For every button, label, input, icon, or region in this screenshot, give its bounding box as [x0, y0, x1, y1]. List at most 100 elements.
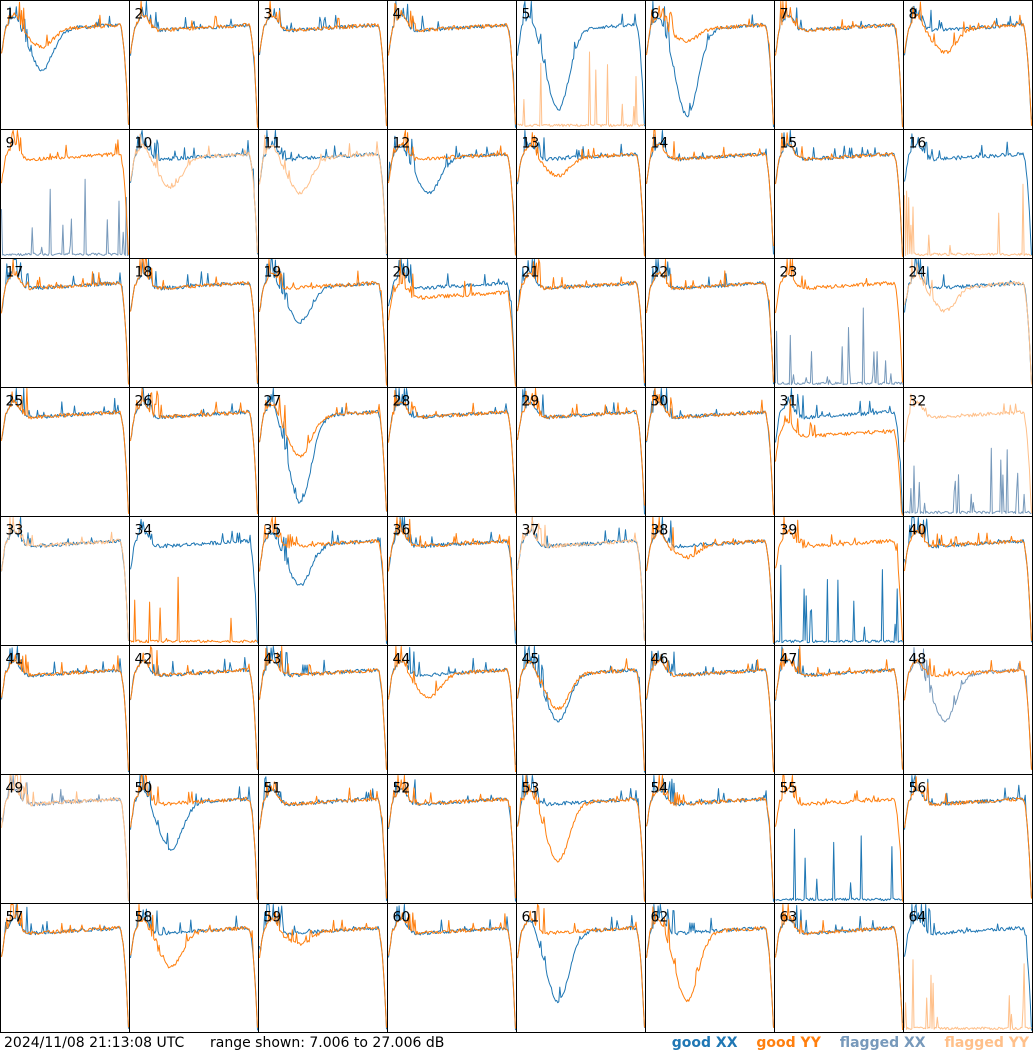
panel-label: 39 — [780, 523, 798, 539]
panel-label: 3 — [264, 7, 273, 23]
panel-label: 10 — [135, 136, 153, 152]
spectrum-yy-6 — [646, 5, 774, 125]
panel-frame — [258, 129, 388, 259]
panel-label: 19 — [264, 265, 282, 281]
panel-frame — [774, 258, 904, 388]
spectrum-yy-28 — [388, 390, 516, 514]
spectrum-xx-62 — [646, 904, 774, 1028]
legend-flagged-xx: flagged XX — [839, 1035, 926, 1051]
panel-38: 38 — [645, 516, 775, 646]
panel-41: 41 — [0, 645, 130, 775]
spectrum-yy-33 — [1, 517, 129, 641]
panel-23: 23 — [774, 258, 904, 388]
panel-35: 35 — [258, 516, 388, 646]
spectrum-yy-17 — [1, 259, 129, 385]
spectrum-yy-45 — [517, 658, 645, 772]
spectrum-yy-1 — [1, 1, 129, 125]
panel-label: 47 — [780, 652, 798, 668]
panel-label: 27 — [264, 394, 282, 410]
spectrum-yy-23 — [775, 259, 903, 383]
panel-label: 18 — [135, 265, 153, 281]
panel-label: 16 — [909, 136, 927, 152]
panel-32: 32 — [903, 387, 1033, 517]
panel-1: 1 — [0, 0, 130, 130]
panel-label: 63 — [780, 910, 798, 926]
panel-63: 63 — [774, 903, 904, 1033]
spectrum-yy-52 — [388, 775, 516, 899]
panel-label: 1 — [6, 7, 15, 23]
spectrum-yy-9 — [1, 130, 129, 255]
spectrum-yy-46 — [646, 653, 774, 773]
panel-label: 29 — [522, 394, 540, 410]
spectrum-yy-7 — [775, 1, 903, 128]
panel-46: 46 — [645, 645, 775, 775]
spectrum-yy-50 — [130, 775, 258, 900]
spectrum-yy-62 — [646, 906, 774, 1028]
spectrum-yy-13 — [517, 132, 645, 257]
spectrum-xx-63 — [775, 905, 903, 1023]
panel-31: 31 — [774, 387, 904, 517]
spectrum-yy-12 — [388, 130, 516, 256]
spectrum-yy-21 — [517, 259, 645, 384]
spectrum-xx-10 — [130, 130, 258, 255]
spectrum-yy-26 — [130, 388, 258, 515]
panel-frame — [774, 387, 904, 517]
spectrum-xx-5 — [517, 1, 645, 127]
panel-51: 51 — [258, 774, 388, 904]
panel-18: 18 — [129, 258, 259, 388]
panel-label: 31 — [780, 394, 798, 410]
spectrum-yy-41 — [1, 654, 129, 771]
panel-44: 44 — [387, 645, 517, 775]
panel-5: 5 — [516, 0, 646, 130]
panel-frame — [0, 516, 130, 646]
spectrum-yy-44 — [388, 646, 516, 773]
spectrum-xx-37 — [517, 517, 645, 641]
panel-25: 25 — [0, 387, 130, 517]
panel-label: 8 — [909, 7, 918, 23]
panel-58: 58 — [129, 903, 259, 1033]
panel-13: 13 — [516, 129, 646, 259]
spectrum-xx-45 — [517, 646, 645, 773]
panel-15: 15 — [774, 129, 904, 259]
spectrum-yy-63 — [775, 904, 903, 1031]
spectrum-yy-27 — [259, 397, 387, 512]
panel-frame — [645, 387, 775, 517]
legend-flagged-yy: flagged YY — [944, 1035, 1029, 1051]
panel-43: 43 — [258, 645, 388, 775]
panel-label: 28 — [393, 394, 411, 410]
panel-label: 17 — [6, 265, 24, 281]
panel-10: 10 — [129, 129, 259, 259]
spectrum-yy-61 — [517, 904, 645, 1028]
spectrum-xx-20 — [388, 259, 516, 385]
panel-34: 34 — [129, 516, 259, 646]
panel-49: 49 — [0, 774, 130, 904]
panel-label: 2 — [135, 7, 144, 23]
panel-label: 38 — [651, 523, 669, 539]
panel-57: 57 — [0, 903, 130, 1033]
panel-frame — [516, 903, 646, 1033]
spectrum-yy-24 — [904, 259, 1032, 385]
panel-3: 3 — [258, 0, 388, 130]
panel-16: 16 — [903, 129, 1033, 259]
panel-33: 33 — [0, 516, 130, 646]
panel-17: 17 — [0, 258, 130, 388]
panel-60: 60 — [387, 903, 517, 1033]
spectrum-yy-8 — [904, 1, 1032, 126]
spectrum-yy-25 — [1, 388, 129, 514]
panel-50: 50 — [129, 774, 259, 904]
spectrum-xx-44 — [388, 647, 516, 765]
panel-42: 42 — [129, 645, 259, 775]
panel-21: 21 — [516, 258, 646, 388]
panel-frame — [129, 387, 259, 517]
spectrum-yy-59 — [259, 910, 387, 1028]
range-label: range shown: 7.006 to 27.006 dB — [210, 1035, 445, 1051]
panel-label: 62 — [651, 910, 669, 926]
spectrum-yy-35 — [259, 517, 387, 641]
panel-label: 24 — [909, 265, 927, 281]
spectrum-yy-53 — [517, 775, 645, 902]
panel-label: 48 — [909, 652, 927, 668]
spectrum-xx-9 — [1, 178, 129, 257]
spectrum-yy-11 — [259, 134, 387, 255]
spectrum-xx-55 — [775, 828, 903, 902]
